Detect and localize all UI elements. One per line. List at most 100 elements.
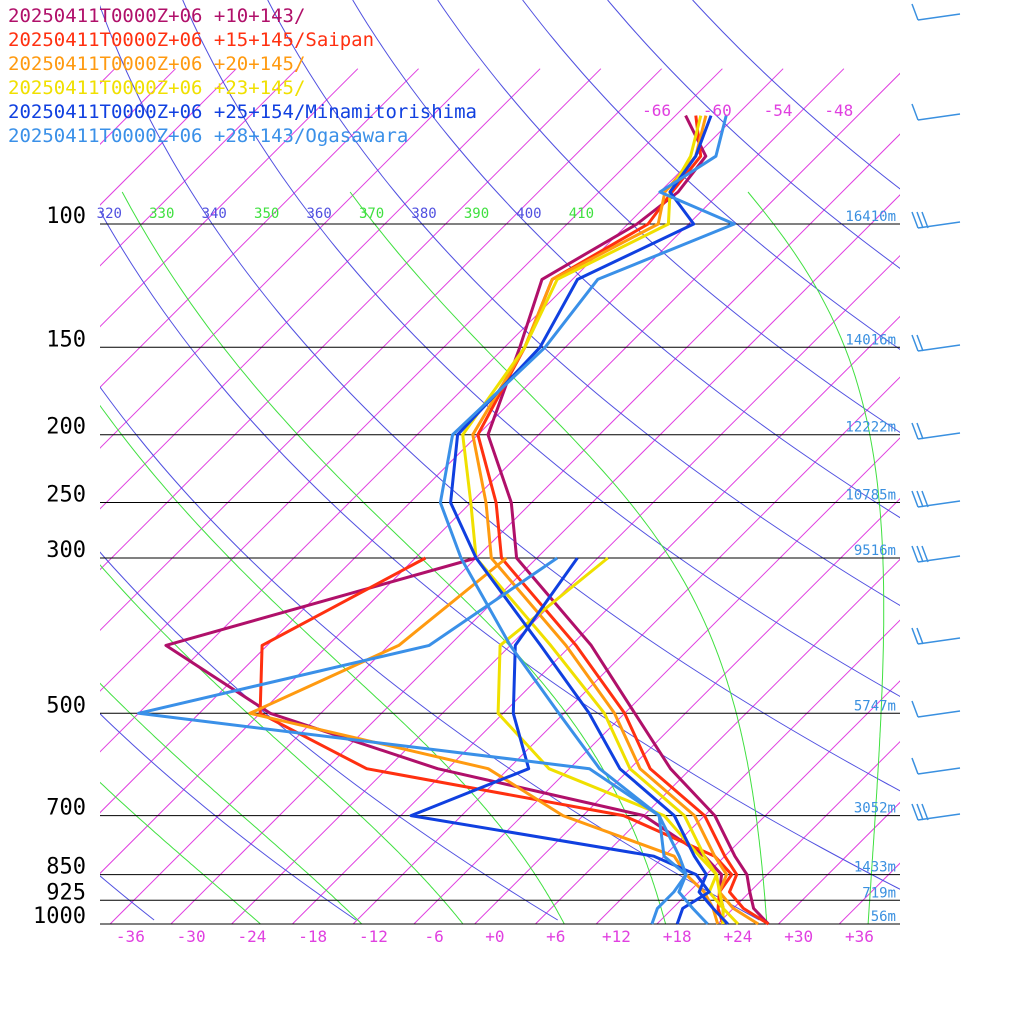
isotherm-line (170, 194, 900, 924)
wind-barb (911, 3, 961, 21)
isotherm-line (231, 254, 900, 924)
height-label: 10785m (845, 488, 896, 504)
theta-label: 350 (254, 206, 279, 222)
moist-adiabat-line (100, 564, 464, 924)
dry-adiabat-line (182, 0, 900, 697)
wind-barb (911, 422, 961, 440)
isotherm-line (413, 437, 900, 924)
height-label: 719m (862, 885, 896, 901)
temperature-profile-2 (471, 115, 759, 926)
height-label: 14016m (845, 332, 896, 348)
temperature-profile-3 (461, 115, 740, 926)
dry-adiabat-line (100, 551, 558, 921)
theta-label: 410 (569, 206, 594, 222)
axis-labels: 100 16410m 150 14016m 200 12222m 250 10785m 300 9… (33, 101, 896, 946)
temperature-tick-label: +12 (602, 927, 631, 946)
pressure-label: 200 (46, 415, 86, 440)
dry-adiabat-line (100, 210, 900, 890)
theta-label: 370 (359, 206, 384, 222)
dewpoint-profile-3 (496, 556, 725, 925)
theta-label: 400 (516, 206, 541, 222)
wind-barb (911, 103, 961, 121)
theta-label: 320 (97, 206, 122, 222)
legend-entry: 20250411T0000Z+06 +25+154/Minamitorishim… (8, 101, 477, 123)
theta-label: 390 (464, 206, 489, 222)
height-label: 9516m (854, 543, 896, 559)
height-label: 3052m (854, 801, 896, 817)
isotherm-line (656, 680, 900, 924)
pressure-label: 500 (46, 693, 86, 718)
height-label: 5747m (854, 698, 896, 714)
isotherm-line (778, 801, 900, 924)
theta-label: 340 (202, 206, 227, 222)
dry-adiabat-line (607, 0, 900, 269)
temperature-tick-label: +18 (663, 927, 692, 946)
wind-barb (911, 545, 961, 563)
isotherm-line (100, 68, 359, 328)
dewpoint-profile-4 (409, 557, 711, 925)
isotherm-line (100, 68, 541, 510)
legend-entry: 20250411T0000Z+06 +20+145/ (8, 53, 306, 75)
temperature-tick-label: +6 (546, 927, 565, 946)
moist-adiabat-line (969, 192, 1024, 924)
dewpoint-profile-5 (137, 556, 688, 925)
theta-label: 360 (306, 206, 331, 222)
dry-adiabat-line (100, 386, 760, 921)
isotherm-line (100, 68, 298, 267)
temperature-profile-4 (449, 115, 729, 926)
isotherm-line (100, 68, 419, 388)
isotherm-label: -60 (703, 101, 732, 120)
isotherm-line (961, 69, 1024, 924)
isotherm-line (535, 558, 900, 924)
isotherm-label: -54 (764, 101, 793, 120)
isotherm-line (100, 68, 176, 145)
isotherm-line (109, 133, 900, 924)
wind-barb (911, 757, 961, 775)
temperature-tick-label: +0 (485, 927, 504, 946)
wind-barb (911, 627, 961, 645)
temperature-tick-label: +30 (784, 927, 813, 946)
isotherm-line (100, 68, 723, 692)
wind-barbs (911, 3, 961, 821)
dewpoint-profile-2 (248, 556, 720, 925)
pressure-label: 250 (46, 483, 86, 508)
pressure-label: 300 (46, 538, 86, 563)
temperature-tick-label: -24 (237, 927, 266, 946)
dry-adiabat-line (100, 713, 357, 921)
height-label: 1433m (854, 860, 896, 876)
isotherm-line (100, 68, 662, 632)
moist-adiabat-line (121, 191, 667, 924)
legend-entry: 20250411T0000Z+06 +28+143/Ogasawara (8, 125, 409, 147)
dry-adiabat-line (522, 0, 900, 350)
isotherm-line (100, 68, 480, 449)
isotherm-line (717, 741, 900, 924)
height-label: 16410m (845, 209, 896, 225)
isotherm-line (100, 68, 784, 753)
legend-entry: 20250411T0000Z+06 +10+143/ (8, 5, 306, 27)
height-label: 56m (871, 909, 896, 925)
isotherm-line (100, 68, 602, 571)
pressure-label: 850 (46, 855, 86, 880)
wind-barb (911, 490, 961, 508)
pressure-label: 925 (46, 880, 86, 905)
temperature-profile-1 (476, 115, 770, 926)
wind-barb (911, 803, 961, 821)
temperature-tick-label: +36 (845, 927, 874, 946)
dry-adiabat-line (352, 0, 900, 519)
height-label: 12222m (845, 420, 896, 436)
moist-adiabat-line (100, 404, 565, 924)
temperature-tick-label: -36 (116, 927, 145, 946)
dry-adiabat-line (437, 0, 900, 433)
dry-adiabat-lines (100, 0, 900, 921)
moist-adiabat-line (100, 682, 363, 924)
theta-label: 330 (149, 206, 174, 222)
isotherm-line (100, 72, 900, 875)
isotherm-line (100, 68, 845, 814)
theta-label: 380 (411, 206, 436, 222)
isotherm-label: -48 (824, 101, 853, 120)
moist-adiabat-line (747, 191, 885, 924)
moist-adiabat-line (100, 781, 261, 924)
temperature-tick-label: +24 (724, 927, 753, 946)
dry-adiabat-line (100, 4, 900, 792)
